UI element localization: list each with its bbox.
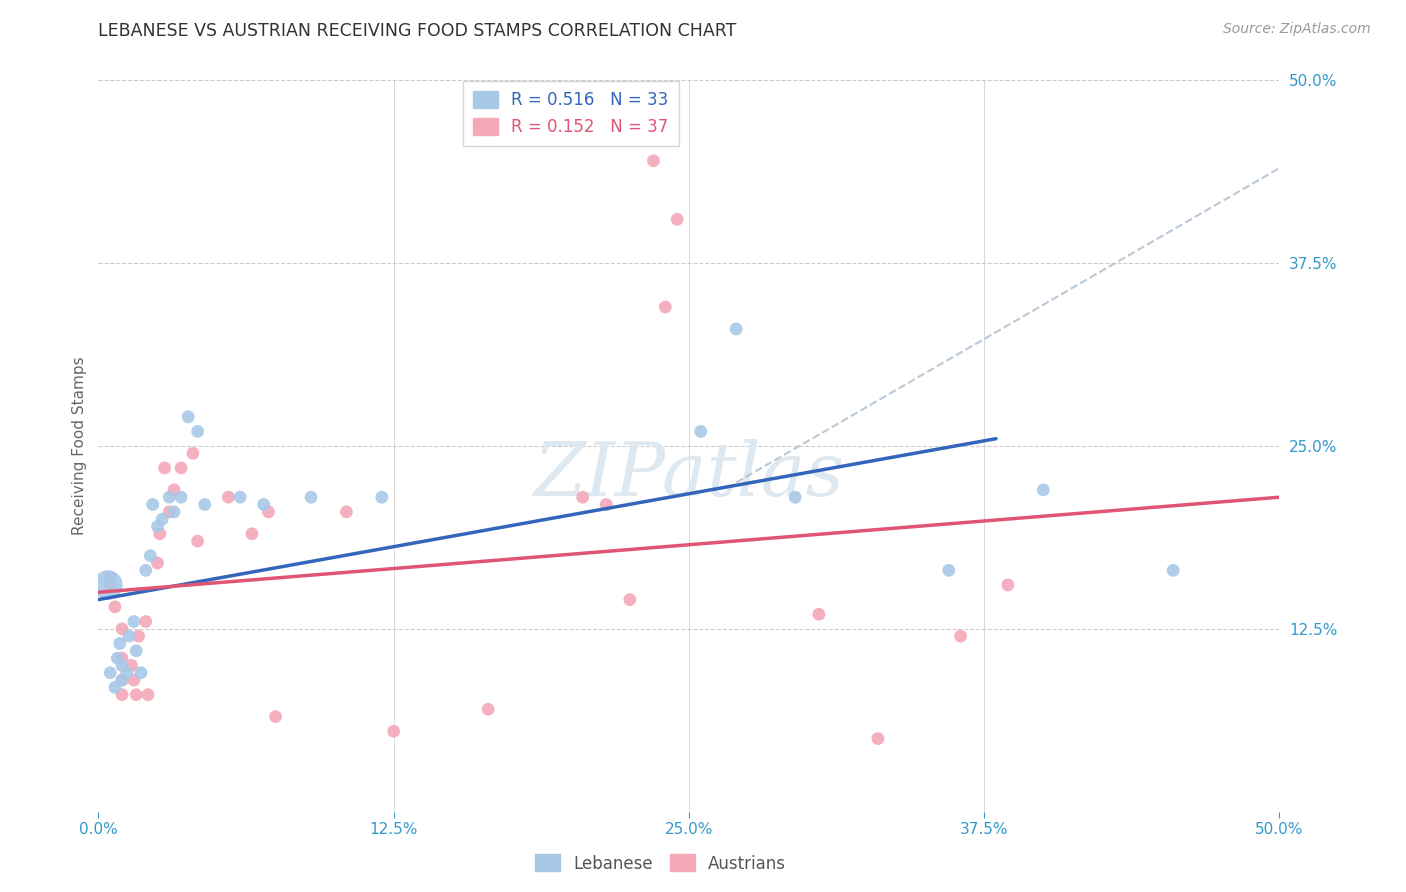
Point [187,425,209,439]
Point [135,615,157,629]
Point [163,505,186,519]
Point [866,731,889,746]
Point [666,212,689,227]
Point [149,526,172,541]
Point [477,702,499,716]
Point [122,615,145,629]
Point [125,688,148,702]
Point [111,622,134,636]
Point [125,644,148,658]
Text: Source: ZipAtlas.com: Source: ZipAtlas.com [1223,22,1371,37]
Point [229,490,252,504]
Point [725,322,748,336]
Point [571,490,593,504]
Point [264,709,287,723]
Point [135,563,157,577]
Point [142,498,165,512]
Point [689,425,711,439]
Point [181,446,204,460]
Legend: R = 0.516   N = 33, R = 0.152   N = 37: R = 0.516 N = 33, R = 0.152 N = 37 [463,81,679,146]
Point [643,153,665,168]
Point [150,512,173,526]
Point [139,549,162,563]
Point [157,505,180,519]
Point [136,688,159,702]
Y-axis label: Receiving Food Stamps: Receiving Food Stamps [72,357,87,535]
Point [121,658,143,673]
Point [299,490,322,504]
Point [105,651,128,665]
Point [98,665,121,680]
Point [382,724,405,739]
Point [129,665,152,680]
Point [217,490,239,504]
Point [128,629,150,643]
Point [654,300,676,314]
Point [98,571,121,585]
Legend: Lebanese, Austrians: Lebanese, Austrians [529,847,793,880]
Point [619,592,641,607]
Point [177,409,200,424]
Point [785,490,807,504]
Point [807,607,830,622]
Point [115,665,138,680]
Point [1032,483,1054,497]
Point [97,578,120,592]
Point [111,651,134,665]
Point [335,505,357,519]
Point [257,505,280,519]
Point [938,563,960,577]
Point [153,461,176,475]
Point [146,519,169,533]
Point [1161,563,1184,577]
Point [157,490,180,504]
Point [118,629,141,643]
Point [595,498,617,512]
Point [98,578,121,592]
Point [170,461,193,475]
Point [146,556,169,570]
Point [111,658,134,673]
Point [253,498,276,512]
Point [111,673,134,687]
Point [187,534,209,549]
Point [108,636,131,650]
Point [997,578,1019,592]
Point [104,599,127,614]
Point [949,629,972,643]
Point [111,688,134,702]
Point [194,498,217,512]
Point [371,490,394,504]
Text: LEBANESE VS AUSTRIAN RECEIVING FOOD STAMPS CORRELATION CHART: LEBANESE VS AUSTRIAN RECEIVING FOOD STAM… [98,22,737,40]
Point [122,673,145,687]
Point [111,673,134,687]
Point [240,526,263,541]
Text: ZIPatlas: ZIPatlas [533,439,845,511]
Point [170,490,193,504]
Point [104,681,127,695]
Point [163,483,186,497]
